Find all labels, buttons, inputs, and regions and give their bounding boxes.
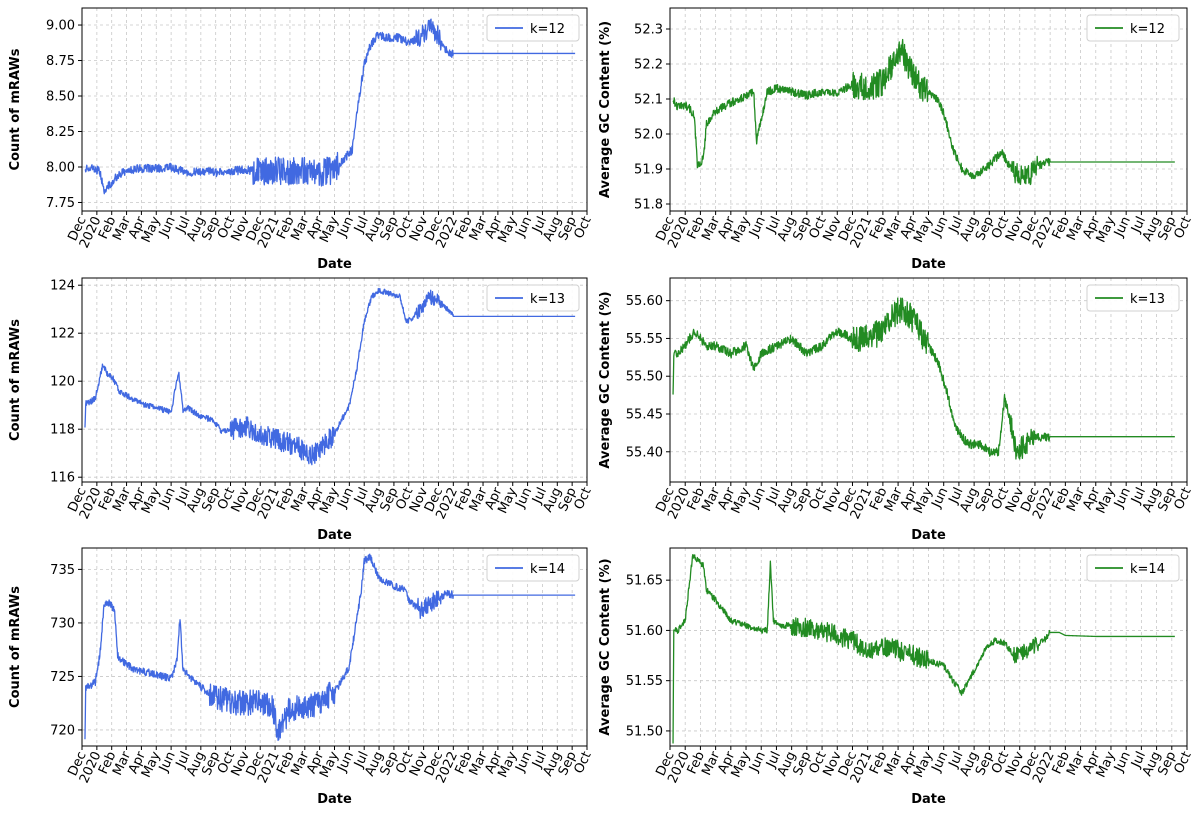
x-tick-label: Jul [763,749,784,770]
x-tick-label: Oct [1172,485,1195,512]
y-tick-label: 55.45 [626,408,663,423]
x-tick-label: Oct [1172,214,1195,241]
x-tick-label: Jul [946,214,967,235]
legend-box [1086,14,1180,42]
y-tick-label: 55.60 [626,294,663,309]
y-tick-label: 116 [50,471,75,486]
x-axis-label: Date [317,528,352,543]
legend: k=13 [486,284,580,312]
y-tick-label: 51.50 [626,724,663,739]
legend-box [486,14,580,42]
y-tick-label: 9.00 [46,19,75,34]
y-tick-label: 52.2 [634,58,663,73]
y-tick-label: 52.0 [634,128,663,143]
y-tick-label: 720 [50,723,75,738]
legend-label: k=14 [530,562,565,577]
y-tick-label: 7.75 [46,196,75,211]
x-tick-label: Jul [763,485,784,506]
legend: k=13 [1086,284,1180,312]
x-axis-label: Date [911,257,946,272]
y-tick-label: 730 [50,616,75,631]
series-line [84,287,576,466]
y-axis-label: Count of mRAWs [8,586,23,708]
x-axis-label: Date [911,528,946,543]
x-tick-label: Jul [763,214,784,235]
y-axis-label: Count of mRAWs [8,319,23,441]
y-tick-label: 51.9 [634,163,663,178]
legend-box [486,554,580,582]
legend-box [1086,554,1180,582]
y-tick-label: 51.65 [626,574,663,589]
y-tick-label: 52.3 [634,23,663,38]
x-axis-label: Date [911,792,946,807]
y-tick-label: 8.25 [46,125,75,140]
x-tick-label: Jul [1128,485,1149,506]
legend-label: k=14 [1130,562,1165,577]
x-tick-label: Jul [173,214,194,235]
legend: k=12 [486,14,580,42]
x-tick-label: Oct [572,749,595,776]
series-line [672,553,1176,744]
series-line [672,297,1176,460]
legend-box [486,284,580,312]
y-tick-label: 51.8 [634,198,663,213]
series-line [672,38,1176,186]
legend-box [1086,284,1180,312]
x-tick-label: Jul [1128,214,1149,235]
y-axis-label: Count of mRAWs [8,48,23,170]
y-tick-label: 120 [50,375,75,390]
chart-gc-k14: 51.5051.5551.6051.65Dec2020FebMarAprMayJ… [598,547,1195,807]
chart-mraw-k14: 720725730735Dec2020FebMarAprMayJunJulAug… [8,547,595,807]
x-tick-label: Jul [529,749,550,770]
y-tick-label: 8.00 [46,160,75,175]
x-tick-label: Jul [1128,749,1149,770]
series-line [84,18,576,195]
legend-label: k=13 [1130,292,1165,307]
y-tick-label: 118 [50,423,75,438]
y-tick-label: 725 [50,670,75,685]
y-tick-label: 51.60 [626,624,663,639]
legend: k=12 [1086,14,1180,42]
legend-label: k=13 [530,292,565,307]
legend-label: k=12 [530,22,565,37]
legend-label: k=12 [1130,22,1165,37]
x-tick-label: Jul [351,214,372,235]
chart-gc-k12: 51.851.952.052.152.252.3Dec2020FebMarApr… [598,7,1195,272]
legend: k=14 [1086,554,1180,582]
y-axis-label: Average GC Content (%) [598,558,613,735]
x-tick-label: Jul [173,749,194,770]
x-tick-label: Jul [946,485,967,506]
x-tick-label: Oct [572,485,595,512]
y-tick-label: 52.1 [634,93,663,108]
y-tick-label: 8.75 [46,54,75,69]
x-tick-label: Jul [351,485,372,506]
x-tick-label: Jul [529,485,550,506]
x-tick-label: Jul [173,485,194,506]
y-axis-label: Average GC Content (%) [598,291,613,468]
x-axis-label: Date [317,257,352,272]
y-axis-label: Average GC Content (%) [598,21,613,198]
y-tick-label: 735 [50,563,75,578]
y-tick-label: 51.55 [626,674,663,689]
y-tick-label: 55.50 [626,370,663,385]
x-axis-label: Date [317,792,352,807]
legend: k=14 [486,554,580,582]
y-tick-label: 8.50 [46,90,75,105]
y-tick-label: 124 [50,279,75,294]
x-tick-label: Oct [572,214,595,241]
chart-mraw-k13: 116118120122124Dec2020FebMarAprMayJunJul… [8,277,595,543]
gridlines [669,8,1188,211]
x-tick-label: Jul [351,749,372,770]
y-tick-label: 55.55 [626,332,663,347]
chart-gc-k13: 55.4055.4555.5055.5555.60Dec2020FebMarAp… [598,277,1195,543]
x-tick-label: Jul [946,749,967,770]
x-tick-label: Jul [529,214,550,235]
chart-mraw-k12: 7.758.008.258.508.759.00Dec2020FebMarApr… [8,7,595,272]
y-tick-label: 55.40 [626,445,663,460]
x-tick-label: Oct [1172,749,1195,776]
y-tick-label: 122 [50,327,75,342]
series-line [84,553,576,742]
